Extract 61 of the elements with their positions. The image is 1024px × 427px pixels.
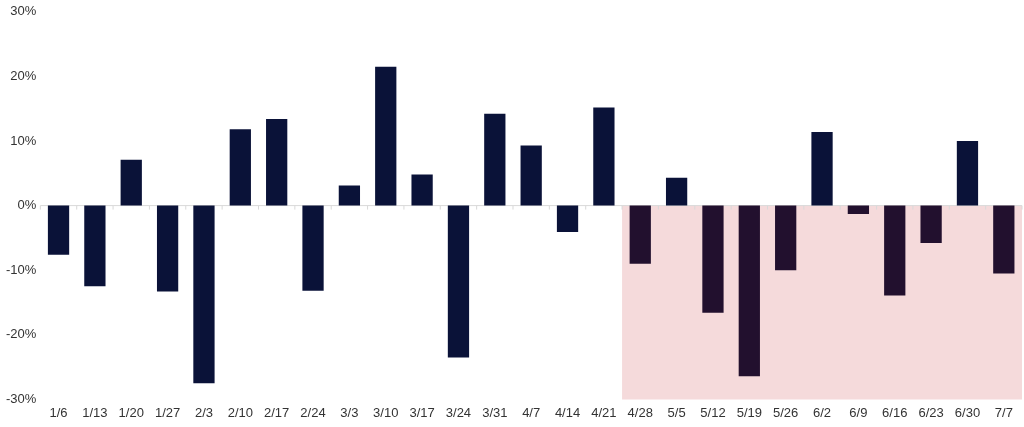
bar: [520, 145, 542, 206]
bar: [811, 131, 833, 206]
bar: [375, 66, 397, 206]
y-tick-label: -10%: [5, 261, 37, 277]
x-tick-label: 5/19: [736, 404, 762, 420]
bar: [411, 174, 433, 206]
y-tick-label: 0%: [17, 197, 37, 213]
x-tick-label: 4/21: [591, 404, 617, 420]
x-tick-label: 6/9: [849, 404, 868, 420]
bar: [266, 119, 288, 206]
x-tick-label: 6/30: [954, 404, 981, 420]
y-tick-label: 10%: [10, 132, 37, 148]
bar: [593, 107, 615, 206]
bar: [884, 205, 906, 296]
x-tick-label: 7/7: [994, 404, 1013, 420]
bar: [920, 205, 942, 244]
x-tick-label: 3/17: [409, 404, 435, 420]
x-tick-label: 2/10: [227, 404, 253, 420]
x-tick-label: 3/3: [340, 404, 359, 420]
bar: [447, 205, 470, 358]
bar: [556, 205, 579, 233]
y-tick-label: 20%: [10, 67, 37, 83]
x-tick-label: 2/24: [300, 404, 326, 420]
bar: [120, 159, 142, 206]
bar: [484, 113, 506, 206]
x-tick-label: 6/2: [812, 404, 832, 420]
x-tick-label: 6/23: [918, 404, 944, 420]
bar: [702, 205, 724, 313]
x-tick-label: 1/27: [154, 404, 181, 420]
x-tick-label: 3/10: [373, 404, 399, 420]
x-tick-label: 6/16: [882, 404, 908, 420]
x-tick-label: 4/14: [554, 404, 581, 420]
bar: [193, 205, 215, 384]
y-tick-label: 30%: [10, 3, 37, 19]
x-tick-label: 2/3: [194, 404, 213, 420]
x-tick-label: 5/26: [773, 404, 799, 420]
y-tick-label: -30%: [5, 390, 37, 406]
bar: [302, 205, 324, 291]
bar: [775, 205, 797, 271]
bar: [665, 177, 688, 206]
bar: [738, 205, 760, 377]
x-tick-label: 5/12: [700, 404, 726, 420]
bar: [629, 205, 651, 264]
x-tick-label: 1/13: [82, 404, 108, 420]
y-tick-label: -20%: [5, 326, 37, 342]
x-tick-label: 5/5: [667, 404, 686, 420]
x-tick-label: 2/17: [264, 404, 290, 420]
x-tick-label: 1/6: [49, 404, 68, 420]
bar: [956, 141, 979, 206]
bar: [993, 205, 1015, 274]
bar: [156, 205, 179, 292]
bar: [84, 205, 106, 287]
bar: [229, 129, 251, 206]
x-tick-label: 4/28: [627, 404, 653, 420]
bar: [847, 205, 870, 214]
x-tick-label: 4/7: [522, 404, 541, 420]
bar: [47, 205, 70, 255]
x-tick-label: 1/20: [118, 404, 144, 420]
bar: [338, 185, 361, 206]
x-tick-label: 3/24: [445, 404, 472, 420]
x-tick-label: 3/31: [482, 404, 508, 420]
